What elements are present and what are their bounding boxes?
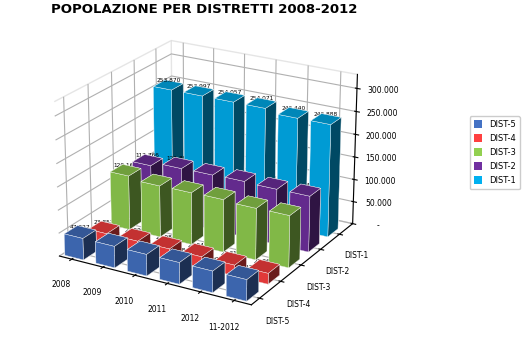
Title: POPOLAZIONE PER DISTRETTI 2008-2012: POPOLAZIONE PER DISTRETTI 2008-2012 <box>51 3 357 16</box>
Legend: DIST-5, DIST-4, DIST-3, DIST-2, DIST-1: DIST-5, DIST-4, DIST-3, DIST-2, DIST-1 <box>470 116 520 189</box>
